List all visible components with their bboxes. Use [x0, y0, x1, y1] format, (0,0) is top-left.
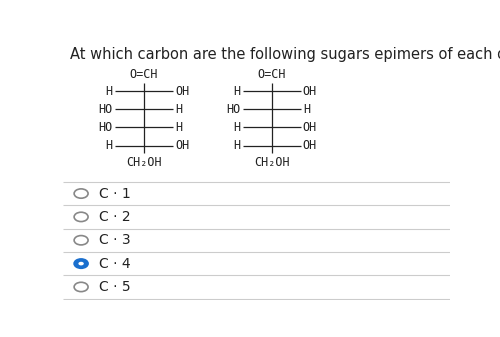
Text: H: H [234, 85, 241, 97]
Circle shape [74, 259, 88, 268]
Text: CH₂OH: CH₂OH [126, 156, 162, 169]
Text: O=CH: O=CH [258, 68, 286, 81]
Text: H: H [175, 103, 182, 116]
Text: C · 2: C · 2 [100, 210, 131, 224]
Text: H: H [234, 121, 241, 134]
Text: H: H [106, 139, 113, 152]
Text: OH: OH [303, 85, 317, 97]
Text: OH: OH [175, 85, 189, 97]
Text: OH: OH [303, 139, 317, 152]
Text: OH: OH [175, 139, 189, 152]
Text: C · 1: C · 1 [100, 187, 131, 201]
Text: HO: HO [98, 121, 113, 134]
Text: H: H [175, 121, 182, 134]
Text: C · 3: C · 3 [100, 233, 131, 247]
Text: H: H [234, 139, 241, 152]
Text: OH: OH [303, 121, 317, 134]
Circle shape [78, 262, 84, 266]
Text: H: H [106, 85, 113, 97]
Text: C · 5: C · 5 [100, 280, 131, 294]
Text: C · 4: C · 4 [100, 256, 131, 271]
Text: H: H [303, 103, 310, 116]
Text: CH₂OH: CH₂OH [254, 156, 290, 169]
Text: O=CH: O=CH [130, 68, 158, 81]
Text: HO: HO [98, 103, 113, 116]
Text: HO: HO [226, 103, 241, 116]
Text: At which carbon are the following sugars epimers of each other?: At which carbon are the following sugars… [70, 47, 500, 62]
